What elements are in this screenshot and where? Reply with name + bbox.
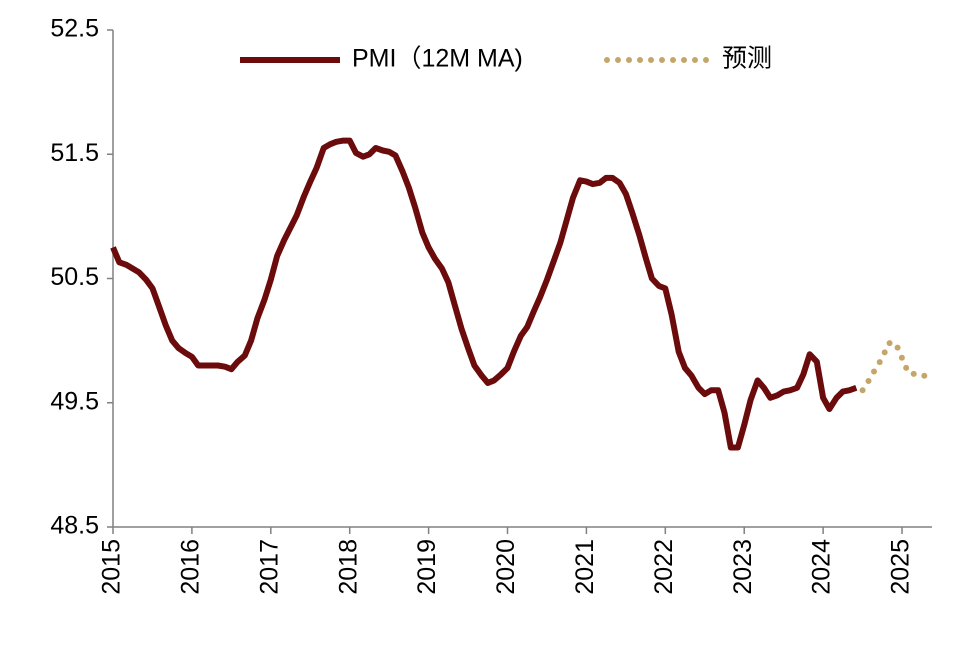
x-tick-label: 2023 xyxy=(729,539,757,595)
y-tick-label: 50.5 xyxy=(50,263,99,291)
x-tick-label: 2016 xyxy=(177,539,205,595)
x-tick-label: 2021 xyxy=(571,539,599,595)
x-tick-label: 2015 xyxy=(98,539,126,595)
x-tick-label: 2018 xyxy=(334,539,362,595)
legend-label: PMI（12M MA) xyxy=(352,45,523,73)
x-tick-label: 2020 xyxy=(492,539,520,595)
y-tick-label: 52.5 xyxy=(50,15,99,43)
legend-label: 预测 xyxy=(722,45,772,73)
x-tick-label: 2019 xyxy=(413,539,441,595)
x-tick-label: 2017 xyxy=(255,539,283,595)
y-tick-label: 51.5 xyxy=(50,139,99,167)
y-tick-label: 49.5 xyxy=(50,387,99,415)
x-tick-label: 2025 xyxy=(887,539,915,595)
x-tick-label: 2024 xyxy=(808,539,836,595)
y-tick-label: 48.5 xyxy=(50,512,99,540)
x-tick-label: 2022 xyxy=(650,539,678,595)
series-line xyxy=(859,340,932,394)
series-line xyxy=(110,137,858,451)
